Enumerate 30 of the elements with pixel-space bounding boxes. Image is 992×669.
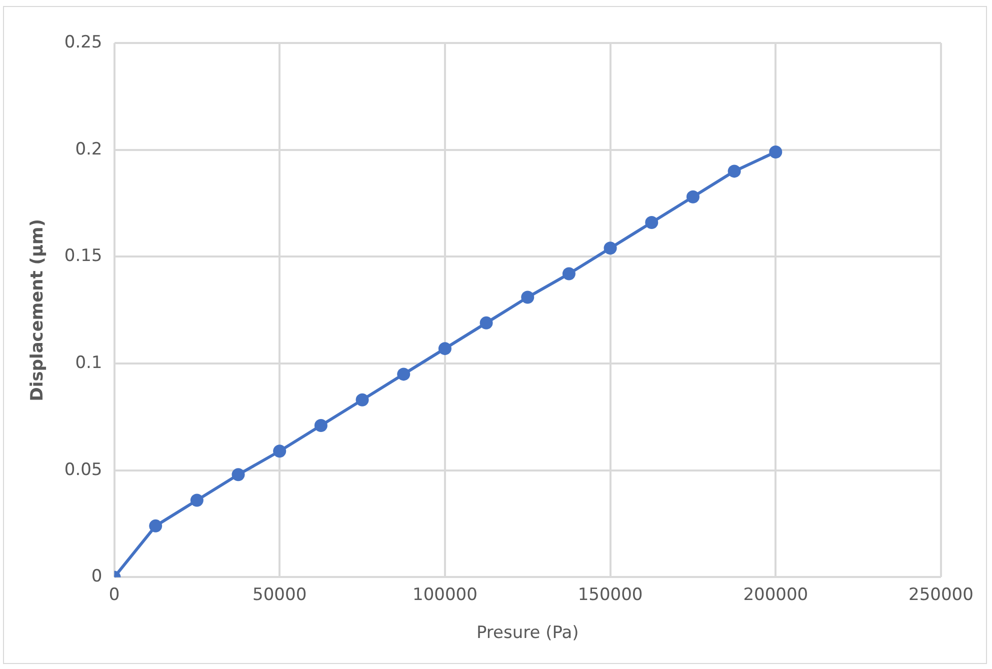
point (356, 393, 369, 406)
x-axis-title: Presure (Pa) (476, 623, 579, 644)
point (686, 190, 700, 204)
y-axis-title: Displacement (µm) (28, 218, 48, 402)
point (232, 468, 245, 482)
x-tick-label: 100000 (412, 584, 478, 605)
y-tick-label: 0.05 (64, 460, 102, 480)
x-tick-label: 0 (108, 584, 120, 605)
y-tick-label: 0.25 (64, 32, 102, 52)
point (190, 494, 204, 507)
x-tick-label: 150000 (578, 584, 643, 605)
point (769, 145, 782, 158)
point (645, 216, 658, 229)
x-tick-label: 50000 (252, 584, 307, 605)
point (314, 418, 328, 432)
point (149, 519, 162, 532)
point (562, 267, 576, 280)
point (397, 368, 410, 381)
point (521, 290, 534, 304)
x-tick-label: 200000 (743, 584, 808, 605)
x-tick-label: 250000 (908, 584, 974, 605)
y-tick-label: 0 (91, 566, 102, 587)
point (273, 444, 286, 458)
point (438, 342, 452, 356)
point (728, 164, 741, 178)
point (480, 316, 493, 330)
y-tick-label: 0.15 (64, 246, 102, 266)
point (604, 242, 617, 255)
y-tick-label: 0.2 (75, 139, 102, 160)
y-tick-label: 0.1 (75, 352, 102, 373)
